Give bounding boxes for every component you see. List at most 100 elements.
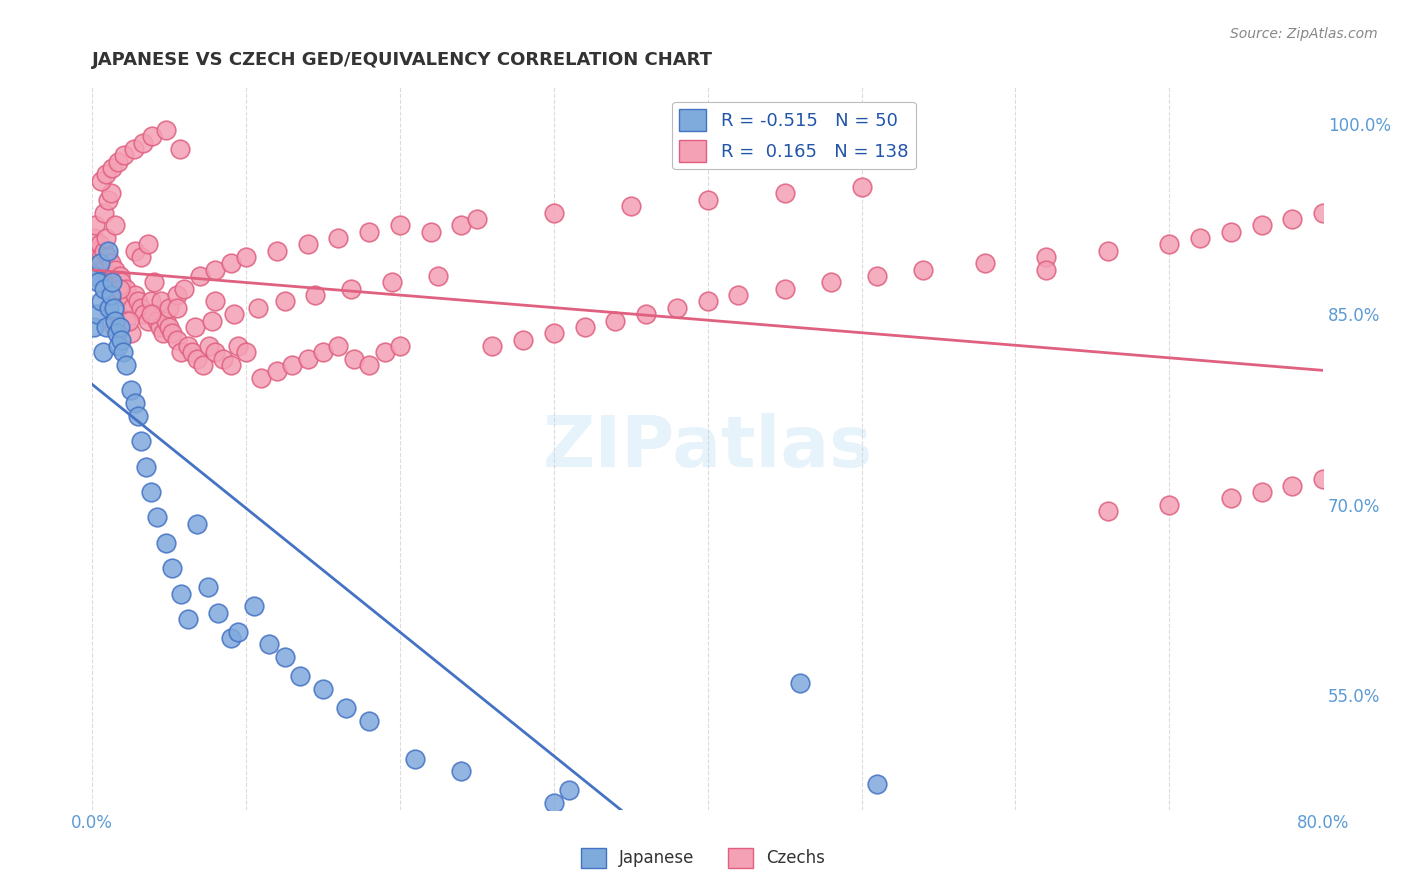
Point	[107, 282, 129, 296]
Point	[181, 345, 204, 359]
Point	[204, 294, 226, 309]
Point	[789, 675, 811, 690]
Point	[197, 580, 219, 594]
Point	[139, 307, 162, 321]
Point	[101, 276, 124, 290]
Point	[605, 313, 627, 327]
Point	[160, 561, 183, 575]
Point	[820, 276, 842, 290]
Point	[1097, 244, 1119, 258]
Point	[166, 288, 188, 302]
Point	[94, 319, 117, 334]
Point	[100, 256, 122, 270]
Point	[83, 231, 105, 245]
Point	[108, 282, 131, 296]
Point	[103, 301, 125, 315]
Point	[512, 333, 534, 347]
Point	[219, 631, 242, 645]
Point	[335, 701, 357, 715]
Point	[186, 516, 208, 531]
Point	[115, 282, 138, 296]
Point	[866, 777, 889, 791]
Point	[696, 294, 718, 309]
Point	[115, 313, 138, 327]
Point	[219, 256, 242, 270]
Point	[1312, 472, 1334, 486]
Point	[222, 307, 245, 321]
Point	[97, 250, 120, 264]
Point	[97, 244, 120, 258]
Point	[131, 434, 153, 449]
Point	[91, 345, 114, 359]
Point	[450, 219, 472, 233]
Point	[136, 237, 159, 252]
Point	[328, 231, 350, 245]
Text: JAPANESE VS CZECH GED/EQUIVALENCY CORRELATION CHART: JAPANESE VS CZECH GED/EQUIVALENCY CORREL…	[93, 51, 713, 69]
Point	[110, 276, 132, 290]
Point	[1097, 504, 1119, 518]
Point	[1219, 491, 1241, 506]
Point	[108, 319, 131, 334]
Point	[150, 294, 173, 309]
Point	[404, 752, 426, 766]
Point	[141, 129, 163, 144]
Point	[131, 301, 153, 315]
Point	[543, 205, 565, 219]
Point	[101, 161, 124, 175]
Point	[1250, 219, 1272, 233]
Point	[94, 168, 117, 182]
Point	[450, 764, 472, 779]
Point	[90, 250, 112, 264]
Point	[773, 186, 796, 201]
Point	[146, 510, 169, 524]
Point	[118, 313, 141, 327]
Point	[1189, 231, 1212, 245]
Point	[83, 319, 105, 334]
Point	[388, 339, 411, 353]
Point	[107, 154, 129, 169]
Point	[107, 339, 129, 353]
Point	[89, 237, 111, 252]
Point	[973, 256, 995, 270]
Point	[155, 536, 177, 550]
Point	[90, 174, 112, 188]
Point	[170, 345, 193, 359]
Point	[1374, 459, 1396, 474]
Point	[149, 319, 172, 334]
Point	[773, 282, 796, 296]
Point	[152, 326, 174, 341]
Point	[1250, 485, 1272, 500]
Point	[118, 294, 141, 309]
Point	[87, 250, 110, 264]
Point	[1405, 453, 1406, 467]
Point	[543, 326, 565, 341]
Point	[160, 326, 183, 341]
Point	[1035, 250, 1057, 264]
Point	[132, 136, 155, 150]
Point	[120, 326, 142, 341]
Point	[273, 294, 295, 309]
Point	[281, 358, 304, 372]
Point	[166, 333, 188, 347]
Point	[114, 148, 136, 162]
Point	[87, 276, 110, 290]
Point	[115, 358, 138, 372]
Point	[339, 282, 361, 296]
Point	[97, 193, 120, 207]
Point	[120, 384, 142, 398]
Point	[665, 301, 688, 315]
Point	[191, 358, 214, 372]
Point	[184, 319, 207, 334]
Point	[558, 783, 581, 797]
Point	[198, 339, 221, 353]
Point	[169, 142, 191, 156]
Point	[86, 307, 108, 321]
Point	[100, 288, 122, 302]
Point	[304, 288, 326, 302]
Point	[273, 650, 295, 665]
Point	[866, 268, 889, 283]
Point	[242, 599, 264, 614]
Point	[312, 681, 335, 696]
Point	[1219, 225, 1241, 239]
Point	[1159, 237, 1181, 252]
